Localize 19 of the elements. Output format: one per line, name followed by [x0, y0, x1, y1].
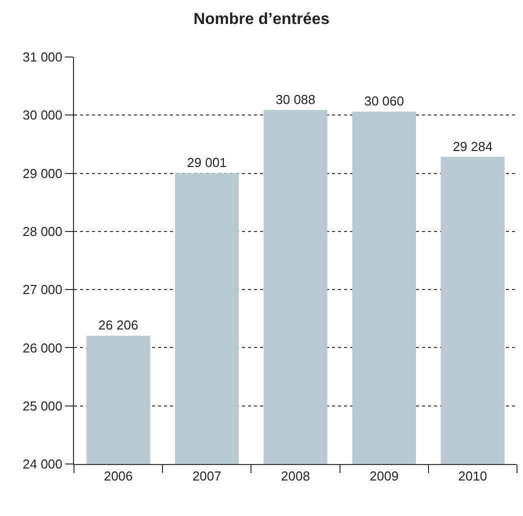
- x-tick-label: 2007: [192, 468, 222, 484]
- data-label: 29 001: [187, 155, 227, 170]
- chart-title: Nombre d’entrées: [193, 11, 330, 28]
- data-label: 26 206: [98, 318, 138, 333]
- y-tick-label: 28 000: [22, 224, 62, 239]
- x-tick-label: 2009: [370, 468, 399, 484]
- x-tick-label: 2010: [458, 468, 488, 484]
- x-tick-label: 2008: [281, 468, 310, 484]
- data-label: 30 088: [276, 92, 316, 108]
- y-tick-label: 30 000: [22, 108, 62, 123]
- data-label: 29 284: [452, 138, 493, 154]
- y-tick-label: 24 000: [22, 456, 62, 472]
- y-tick-label: 27 000: [22, 282, 62, 298]
- y-tick-label: 31 000: [22, 50, 62, 65]
- data-label: 30 060: [364, 94, 404, 109]
- y-tick-label: 29 000: [22, 166, 62, 181]
- y-tick-label: 26 000: [22, 340, 62, 356]
- y-tick-label: 25 000: [22, 398, 62, 414]
- x-tick-label: 2006: [104, 468, 133, 484]
